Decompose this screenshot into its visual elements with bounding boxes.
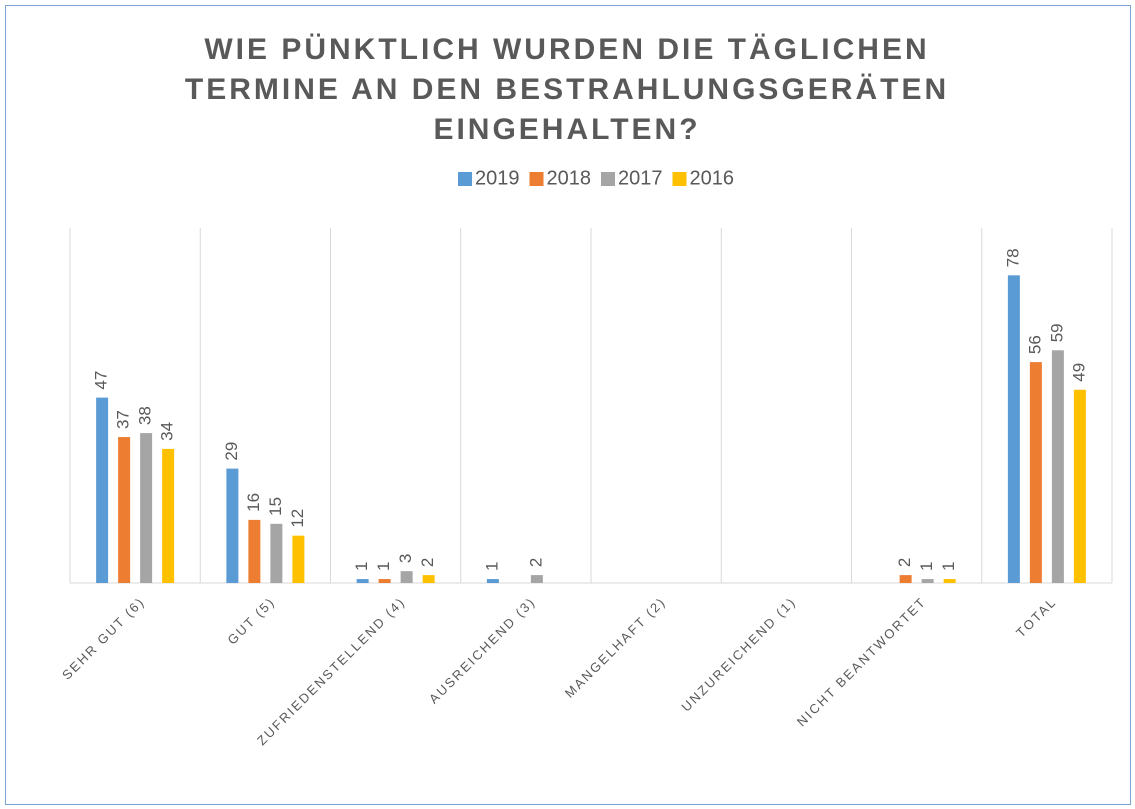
value-label: 3 xyxy=(396,554,415,563)
bar xyxy=(226,468,239,583)
value-label: 49 xyxy=(1069,363,1088,382)
value-label: 15 xyxy=(266,497,285,516)
bar xyxy=(921,579,934,583)
value-label: 34 xyxy=(158,422,177,441)
value-label: 59 xyxy=(1047,323,1066,342)
value-label: 1 xyxy=(939,562,958,571)
x-tick-label: UNZUREICHEND (1) xyxy=(678,594,799,715)
value-label: 2 xyxy=(526,558,545,567)
bar xyxy=(248,519,261,583)
legend-swatch xyxy=(672,172,687,186)
bar xyxy=(1073,389,1086,583)
legend-swatch xyxy=(529,172,544,186)
legend-swatch xyxy=(458,172,472,186)
bar xyxy=(356,579,369,583)
bar xyxy=(899,575,912,583)
bar xyxy=(1007,275,1020,583)
value-label: 47 xyxy=(92,371,111,390)
bar xyxy=(1029,362,1042,583)
bar xyxy=(530,575,543,583)
legend-swatch xyxy=(601,172,615,186)
value-label: 12 xyxy=(288,509,307,528)
bar xyxy=(378,579,391,583)
x-tick-label: AUSREICHEND (3) xyxy=(426,594,539,707)
bar xyxy=(1051,350,1064,583)
value-label: 2 xyxy=(418,558,437,567)
x-tick-label: ZUFRIEDENSTELLEND (4) xyxy=(254,594,408,748)
value-label: 1 xyxy=(352,562,371,571)
x-tick-label: TOTAL xyxy=(1013,594,1059,640)
x-tick-label: GUT (5) xyxy=(224,594,278,648)
legend-label: 2017 xyxy=(618,167,663,189)
bar xyxy=(162,448,175,583)
value-label: 29 xyxy=(222,442,241,461)
value-label: 16 xyxy=(244,493,263,512)
legend-label: 2018 xyxy=(547,167,592,189)
x-tick-label: NICHT BEANTWORTET xyxy=(794,594,929,729)
value-label: 1 xyxy=(374,562,393,571)
value-label: 78 xyxy=(1003,248,1022,267)
chart-frame xyxy=(5,5,1131,805)
x-tick-label: SEHR GUT (6) xyxy=(59,594,148,683)
value-label: 1 xyxy=(482,562,501,571)
value-label: 56 xyxy=(1025,335,1044,354)
bar xyxy=(422,575,435,583)
bar xyxy=(140,433,153,583)
value-label: 38 xyxy=(136,406,155,425)
bar xyxy=(943,579,956,583)
legend-label: 2016 xyxy=(690,167,735,189)
value-label: 2 xyxy=(895,558,914,567)
value-label: 37 xyxy=(114,410,133,429)
chart-title: WIE PÜNKTLICH WURDEN DIE TÄGLICHEN TERMI… xyxy=(184,33,950,146)
bar xyxy=(96,397,109,583)
legend-label: 2019 xyxy=(475,167,520,189)
x-tick-label: MANGELHAFT (2) xyxy=(562,594,669,701)
bar xyxy=(270,523,283,583)
bar xyxy=(486,579,499,583)
value-label: 1 xyxy=(917,562,936,571)
bar xyxy=(292,535,305,583)
bar xyxy=(400,571,413,583)
bar xyxy=(118,437,131,583)
